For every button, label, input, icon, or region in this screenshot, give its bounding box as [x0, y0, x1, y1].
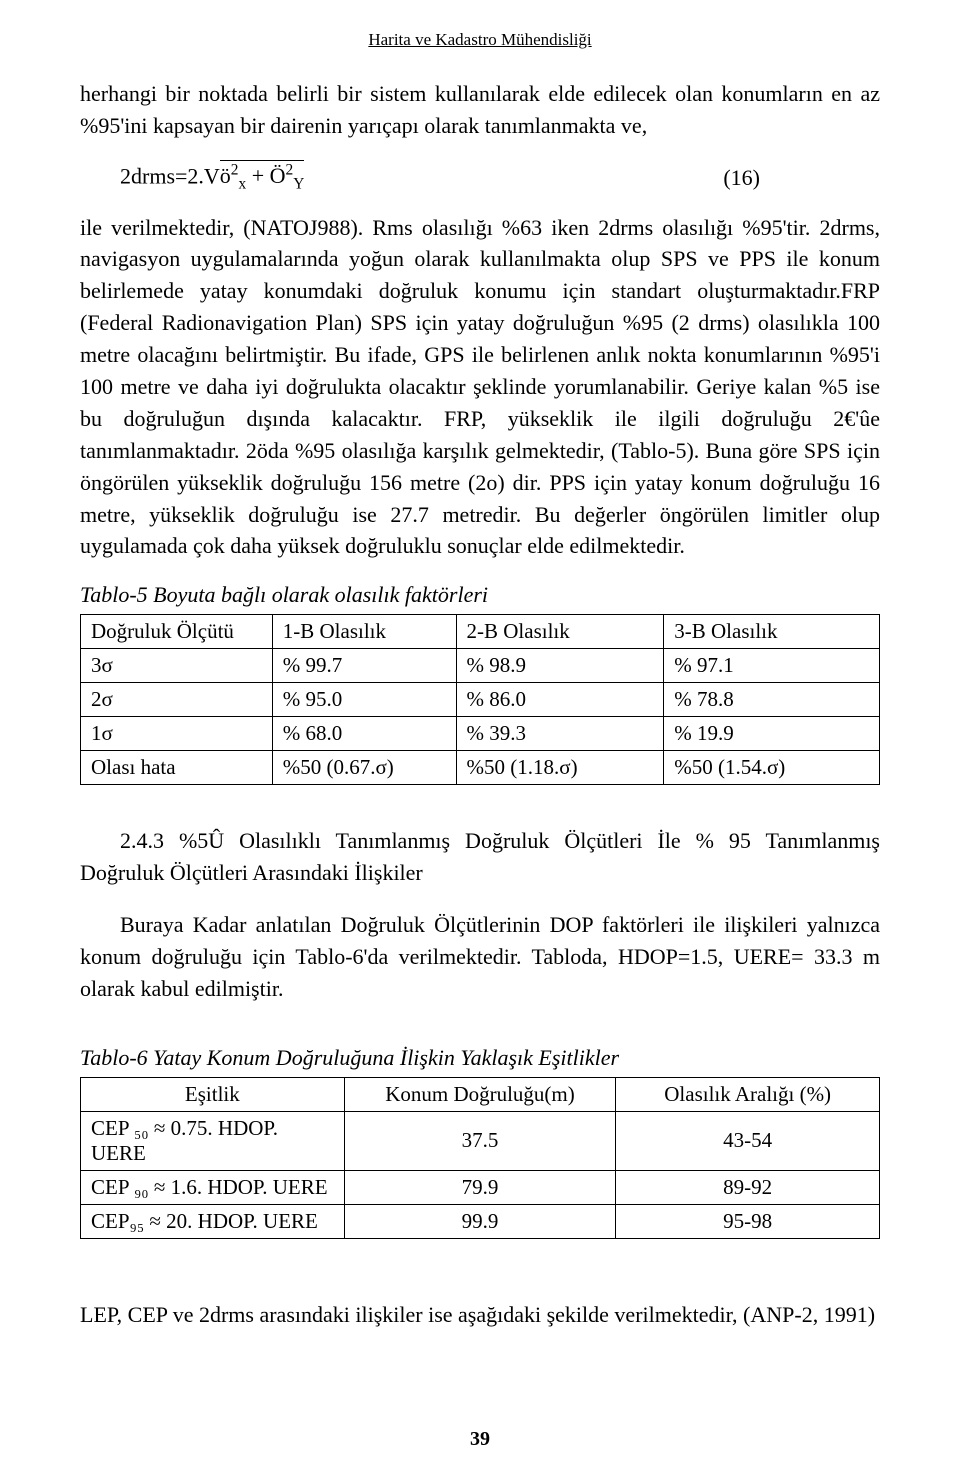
table-row: 2σ % 95.0 % 86.0 % 78.8: [81, 683, 880, 717]
table-row: 3σ % 99.7 % 98.9 % 97.1: [81, 649, 880, 683]
table-cell: 89-92: [616, 1170, 880, 1204]
equation-number: (16): [723, 165, 760, 191]
table-cell: % 39.3: [456, 717, 664, 751]
table-row: 1σ % 68.0 % 39.3 % 19.9: [81, 717, 880, 751]
table-cell: 2σ: [81, 683, 273, 717]
table-header-cell: Konum Doğruluğu(m): [344, 1077, 616, 1111]
page-number: 39: [0, 1428, 960, 1451]
equation-body: 2drms=2.Vö2x + Ö2Y: [120, 162, 304, 194]
table-header-cell: 2-B Olasılık: [456, 615, 664, 649]
paragraph-dop: Buraya Kadar anlatılan Doğruluk Ölçütler…: [80, 909, 880, 1005]
table-row: CEP ₉₀ ≈ 1.6. HDOP. UERE 79.9 89-92: [81, 1170, 880, 1204]
table-cell: CEP ₉₀ ≈ 1.6. HDOP. UERE: [81, 1170, 345, 1204]
table-cell: % 19.9: [664, 717, 880, 751]
table-header-cell: 1-B Olasılık: [272, 615, 456, 649]
table-cell: 79.9: [344, 1170, 616, 1204]
table-cell: 3σ: [81, 649, 273, 683]
table-cell: CEP ₅₀ ≈ 0.75. HDOP. UERE: [81, 1111, 345, 1170]
table-cell: 95-98: [616, 1204, 880, 1238]
table-cell: % 68.0: [272, 717, 456, 751]
table-cell: % 99.7: [272, 649, 456, 683]
table-header-cell: Doğruluk Ölçütü: [81, 615, 273, 649]
table-header-row: Eşitlik Konum Doğruluğu(m) Olasılık Aral…: [81, 1077, 880, 1111]
table-cell: 1σ: [81, 717, 273, 751]
table-cell: 37.5: [344, 1111, 616, 1170]
table-cell: % 86.0: [456, 683, 664, 717]
table-cell: %50 (1.54.σ): [664, 751, 880, 785]
table6-caption: Tablo-6 Yatay Konum Doğruluğuna İlişkin …: [80, 1045, 880, 1071]
table-row: CEP ₅₀ ≈ 0.75. HDOP. UERE 37.5 43-54: [81, 1111, 880, 1170]
table-cell: 43-54: [616, 1111, 880, 1170]
table-cell: % 78.8: [664, 683, 880, 717]
table-cell: % 95.0: [272, 683, 456, 717]
table-header-row: Doğruluk Ölçütü 1-B Olasılık 2-B Olasılı…: [81, 615, 880, 649]
table-header-cell: 3-B Olasılık: [664, 615, 880, 649]
table-cell: %50 (1.18.σ): [456, 751, 664, 785]
table-cell: 99.9: [344, 1204, 616, 1238]
table5: Doğruluk Ölçütü 1-B Olasılık 2-B Olasılı…: [80, 614, 880, 785]
table-cell: Olası hata: [81, 751, 273, 785]
paragraph-intro: herhangi bir noktada belirli bir sistem …: [80, 78, 880, 142]
equation-16: 2drms=2.Vö2x + Ö2Y (16): [120, 162, 760, 194]
table6: Eşitlik Konum Doğruluğu(m) Olasılık Aral…: [80, 1077, 880, 1239]
table-cell: % 97.1: [664, 649, 880, 683]
paragraph-closing: LEP, CEP ve 2drms arasındaki ilişkiler i…: [80, 1299, 880, 1331]
table-header-cell: Olasılık Aralığı (%): [616, 1077, 880, 1111]
paragraph-main: ile verilmektedir, (NATOJ988). Rms olası…: [80, 212, 880, 563]
table-row: Olası hata %50 (0.67.σ) %50 (1.18.σ) %50…: [81, 751, 880, 785]
section-2-4-3-title: 2.4.3 %5Û Olasılıklı Tanımlanmış Doğrulu…: [80, 825, 880, 889]
table5-caption: Tablo-5 Boyuta bağlı olarak olasılık fak…: [80, 582, 880, 608]
table-row: CEP₉₅ ≈ 20. HDOP. UERE 99.9 95-98: [81, 1204, 880, 1238]
table-cell: % 98.9: [456, 649, 664, 683]
journal-header: Harita ve Kadastro Mühendisliği: [80, 30, 880, 50]
table-cell: CEP₉₅ ≈ 20. HDOP. UERE: [81, 1204, 345, 1238]
table-cell: %50 (0.67.σ): [272, 751, 456, 785]
table-header-cell: Eşitlik: [81, 1077, 345, 1111]
